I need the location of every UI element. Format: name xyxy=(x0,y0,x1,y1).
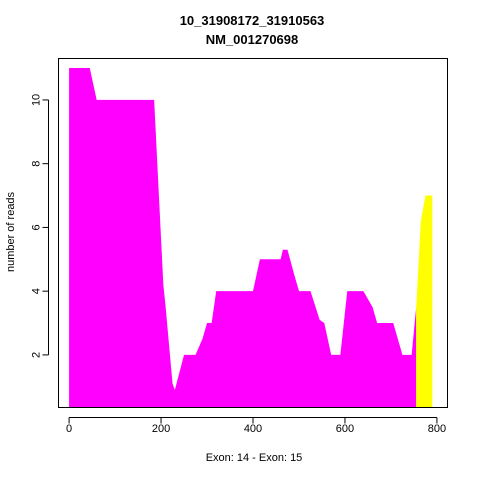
chart-subtitle: NM_001270698 xyxy=(206,32,299,47)
y-tick-label: 2 xyxy=(31,352,43,358)
x-axis: 0 200 400 600 800 xyxy=(66,417,446,435)
x-tick-label: 0 xyxy=(66,423,72,435)
x-tick-label: 600 xyxy=(336,423,354,435)
y-axis: 2 4 6 8 10 xyxy=(31,94,49,358)
coverage-area-1 xyxy=(69,68,417,408)
chart-title: 10_31908172_31910563 xyxy=(180,13,325,28)
coverage-area-2 xyxy=(416,195,433,408)
y-tick-label: 8 xyxy=(31,161,43,167)
x-tick-label: 400 xyxy=(244,423,262,435)
y-tick-label: 10 xyxy=(31,94,43,106)
y-axis-label: number of reads xyxy=(5,191,17,272)
plot-frame xyxy=(58,58,448,408)
x-axis-label: Exon: 14 - Exon: 15 xyxy=(206,452,303,464)
y-tick-label: 6 xyxy=(31,224,43,230)
area-layer xyxy=(69,68,433,408)
x-tick-label: 200 xyxy=(152,423,170,435)
x-tick-label: 800 xyxy=(428,423,446,435)
y-tick-label: 4 xyxy=(31,288,43,294)
